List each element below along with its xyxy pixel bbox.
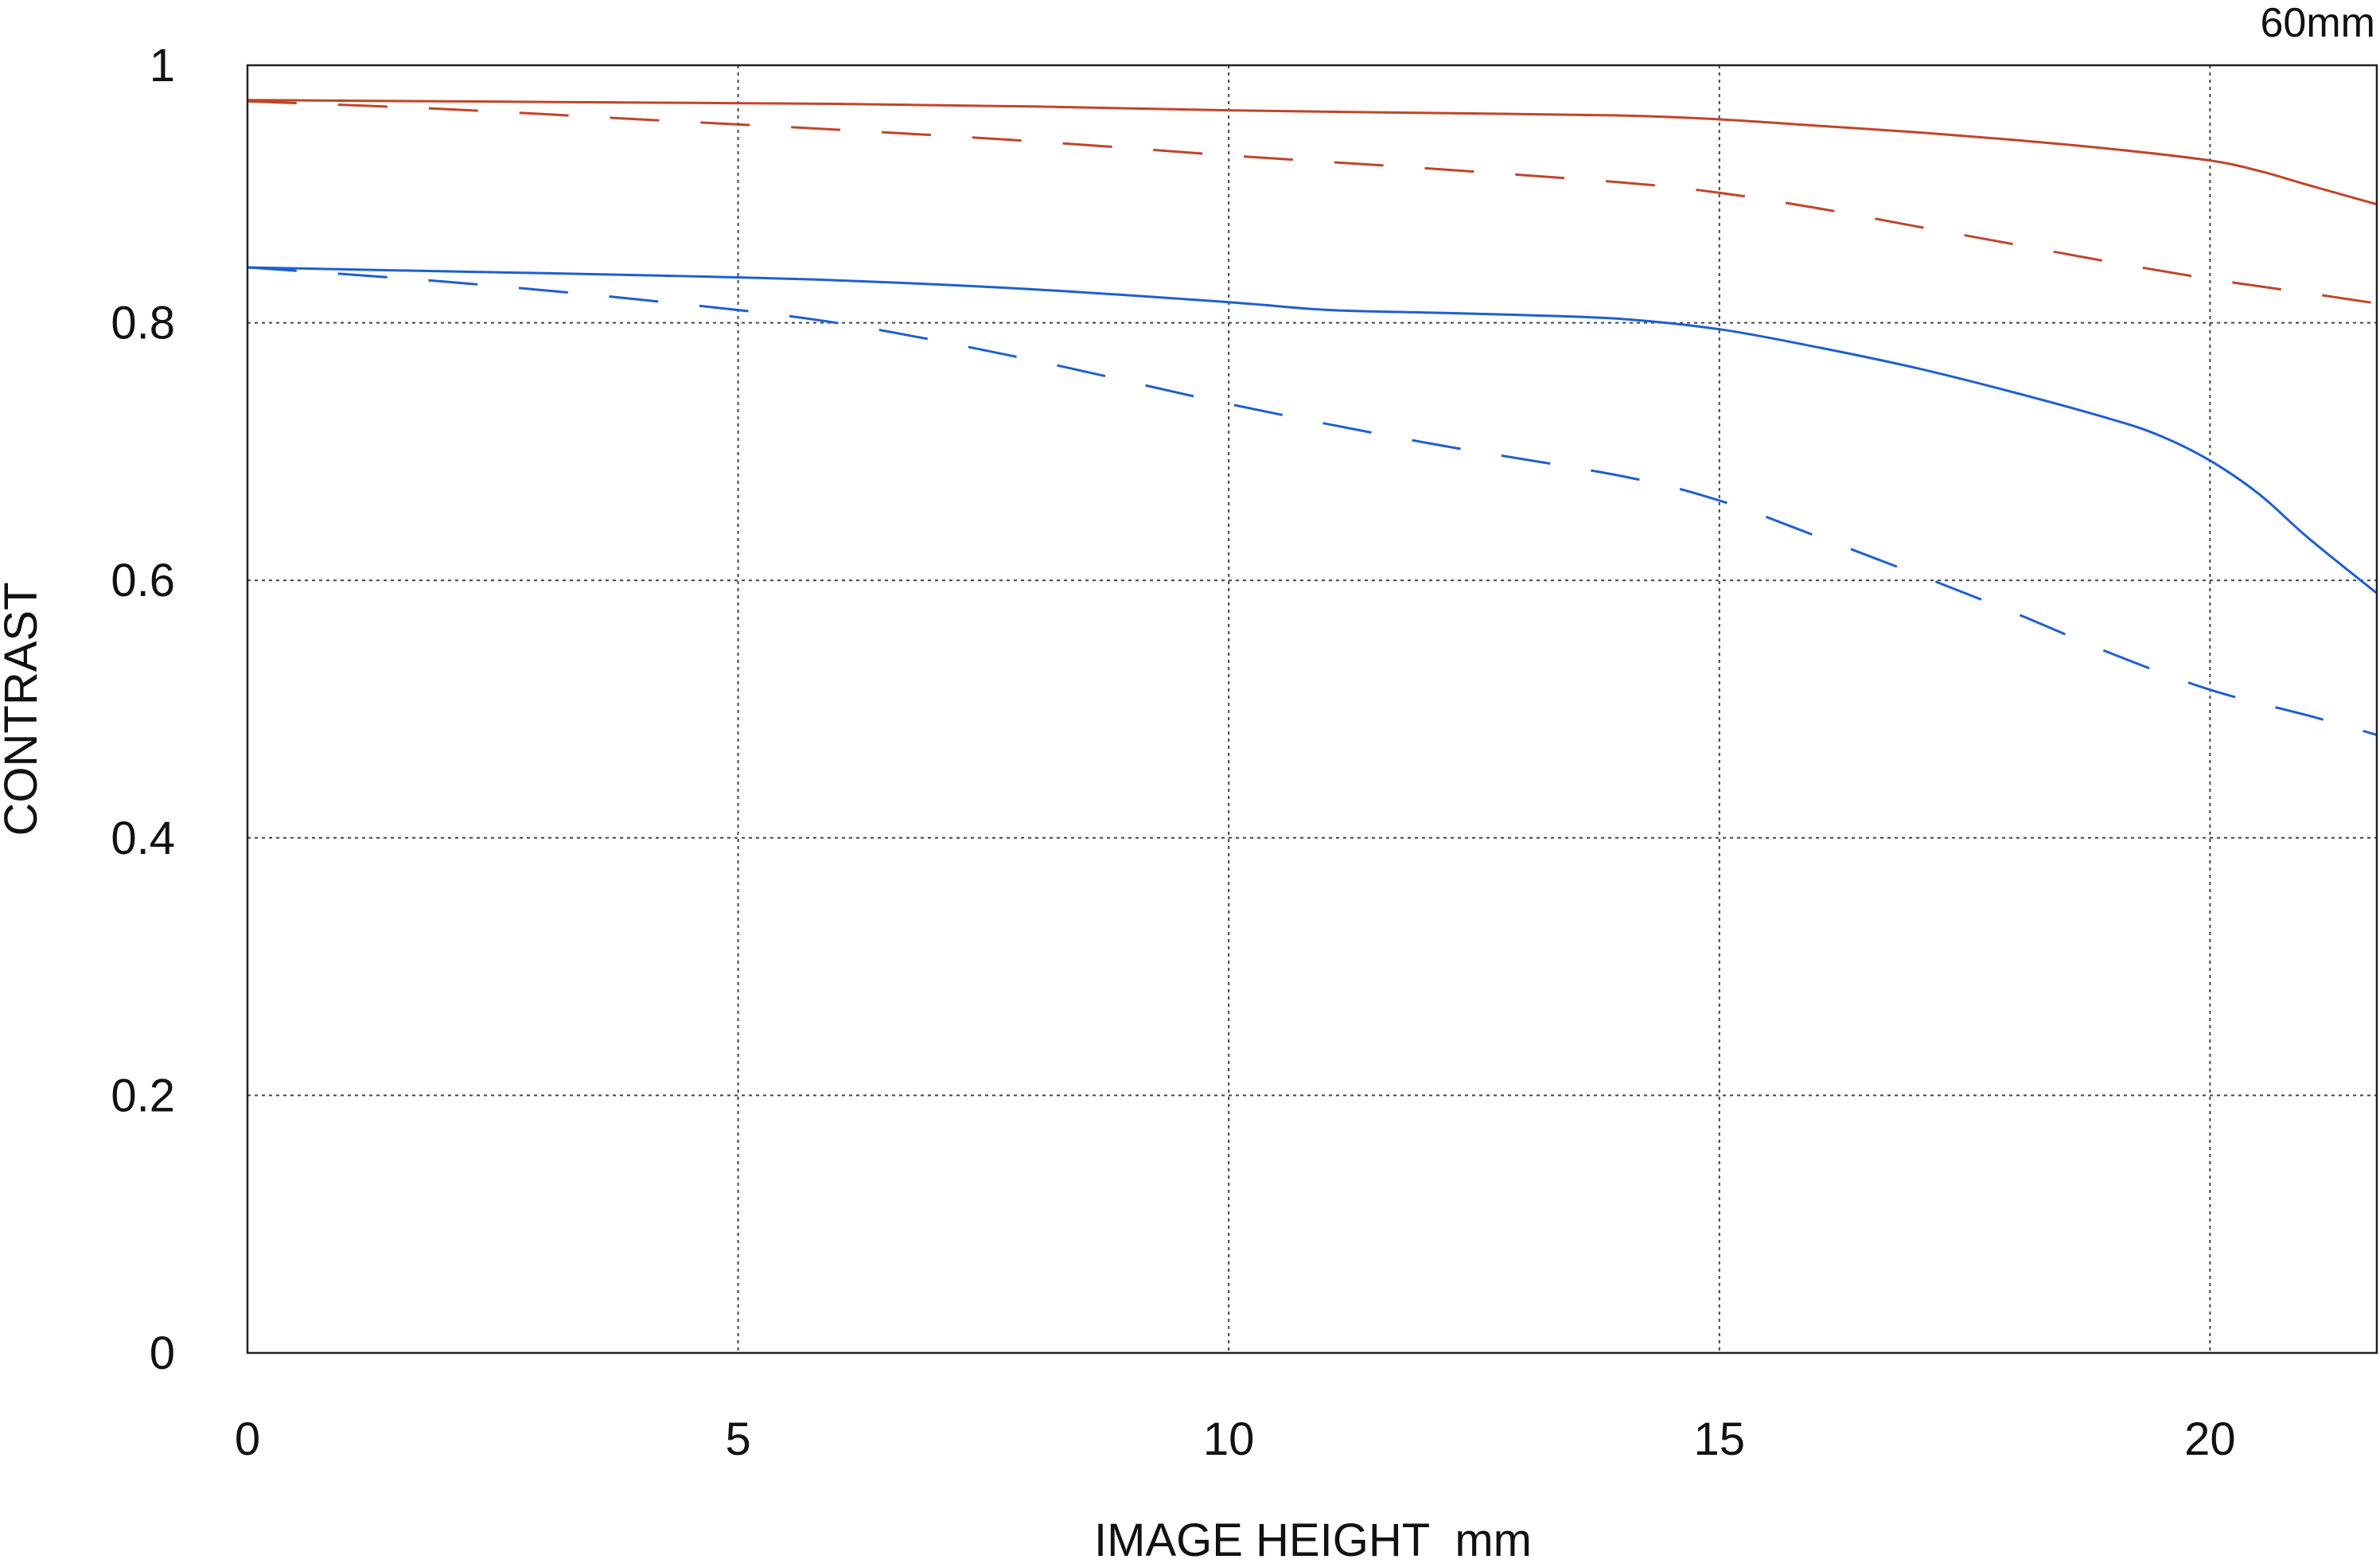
x-tick-label: 10	[1203, 1413, 1255, 1465]
y-axis-label: CONTRAST	[0, 583, 47, 836]
y-tick-label: 1	[150, 40, 175, 92]
series-line-4-dashed	[247, 266, 2378, 736]
series-layer	[247, 99, 2378, 736]
focal-length-label: 60mm	[2261, 0, 2375, 46]
x-tick-label: 5	[725, 1413, 750, 1465]
x-tick-label: 15	[1694, 1413, 1746, 1465]
grid-layer	[247, 65, 2377, 1353]
y-tick-labels: 0 0.2 0.4 0.6 0.8 1	[111, 40, 175, 1379]
y-tick-label: 0.4	[111, 813, 175, 864]
y-tick-label: 0.8	[111, 298, 175, 349]
series-line-3-solid	[247, 266, 2378, 594]
series-line-2-dashed	[247, 99, 2378, 305]
x-tick-labels: 0 5 10 15 20	[235, 1413, 2236, 1465]
x-tick-label: 0	[235, 1413, 260, 1465]
y-tick-label: 0.2	[111, 1070, 175, 1121]
y-tick-label: 0	[150, 1327, 175, 1379]
x-axis-label: IMAGE HEIGHT mm	[1094, 1514, 1532, 1563]
x-tick-label: 20	[2184, 1413, 2236, 1465]
series-line-1-solid	[247, 99, 2378, 206]
y-tick-label: 0.6	[111, 555, 175, 606]
plot-frame	[246, 64, 2378, 1355]
